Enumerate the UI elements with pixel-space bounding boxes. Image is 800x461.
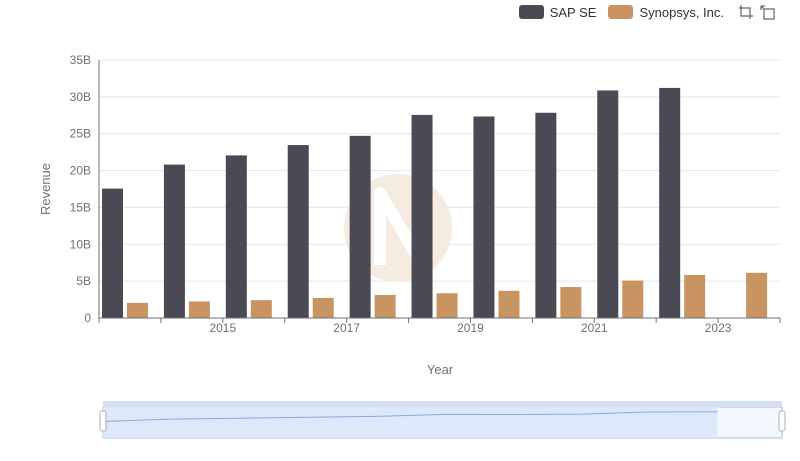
y-tick-label: 20B <box>70 164 91 178</box>
bar-synopsys-2017[interactable] <box>312 297 334 318</box>
datazoom-preview-line <box>102 411 718 422</box>
x-tick-label: 2021 <box>581 321 608 335</box>
bar-sap-2018[interactable] <box>349 135 371 318</box>
bar-synopsys-2014[interactable] <box>127 302 148 318</box>
bar-sap-2022[interactable] <box>597 90 619 318</box>
bar-synopsys-2015[interactable] <box>188 301 210 318</box>
bar-sap-2017[interactable] <box>287 145 309 318</box>
x-tick-label: 2015 <box>209 321 236 335</box>
legend-item-synopsys[interactable]: Synopsys, Inc. <box>608 5 724 20</box>
bar-synopsys-2016[interactable] <box>250 300 272 318</box>
legend-swatch-sap <box>518 5 544 19</box>
datazoom-selection[interactable] <box>103 407 718 438</box>
bar-synopsys-2020[interactable] <box>498 290 520 318</box>
datazoom-drag-bar[interactable] <box>103 401 782 407</box>
y-tick-label: 5B <box>76 274 91 288</box>
y-tick-label: 30B <box>70 90 91 104</box>
bar-sap-2014[interactable] <box>102 188 123 318</box>
bar-synopsys-2021[interactable] <box>560 287 582 318</box>
bar-sap-2021[interactable] <box>535 112 557 319</box>
bar-sap-2016[interactable] <box>225 155 247 318</box>
bar-synopsys-2022[interactable] <box>622 280 644 318</box>
zoom-icon[interactable] <box>738 4 754 20</box>
bar-sap-2023[interactable] <box>659 87 681 318</box>
legend-label-synopsys: Synopsys, Inc. <box>639 4 724 20</box>
toolbox <box>738 4 776 20</box>
bar-synopsys-2018[interactable] <box>374 295 396 318</box>
bar-synopsys-2024[interactable] <box>746 272 768 318</box>
legend: SAP SE Synopsys, Inc. <box>518 4 776 20</box>
x-axis-title: Year <box>427 362 454 377</box>
legend-item-sap[interactable]: SAP SE <box>518 4 597 20</box>
restore-icon[interactable] <box>760 4 776 20</box>
x-tick-label: 2023 <box>705 321 732 335</box>
legend-label-sap: SAP SE <box>549 4 597 20</box>
y-axis-title: Revenue <box>38 163 53 215</box>
x-tick-label: 2017 <box>333 321 360 335</box>
y-tick-label: 15B <box>70 200 91 214</box>
bar-sap-2019[interactable] <box>411 114 433 318</box>
y-tick-label: 0 <box>84 311 91 325</box>
bar-synopsys-2019[interactable] <box>436 293 458 318</box>
legend-swatch-synopsys <box>608 5 634 19</box>
datazoom-handle-left[interactable] <box>99 410 107 432</box>
y-tick-label: 10B <box>70 237 91 251</box>
y-tick-label: 35B <box>70 53 91 67</box>
x-tick-label: 2019 <box>457 321 484 335</box>
bar-sap-2020[interactable] <box>473 116 495 318</box>
y-tick-label: 25B <box>70 127 91 141</box>
bar-sap-2015[interactable] <box>163 164 185 318</box>
datazoom-handle-right[interactable] <box>778 410 786 432</box>
bar-synopsys-2023[interactable] <box>684 274 706 318</box>
